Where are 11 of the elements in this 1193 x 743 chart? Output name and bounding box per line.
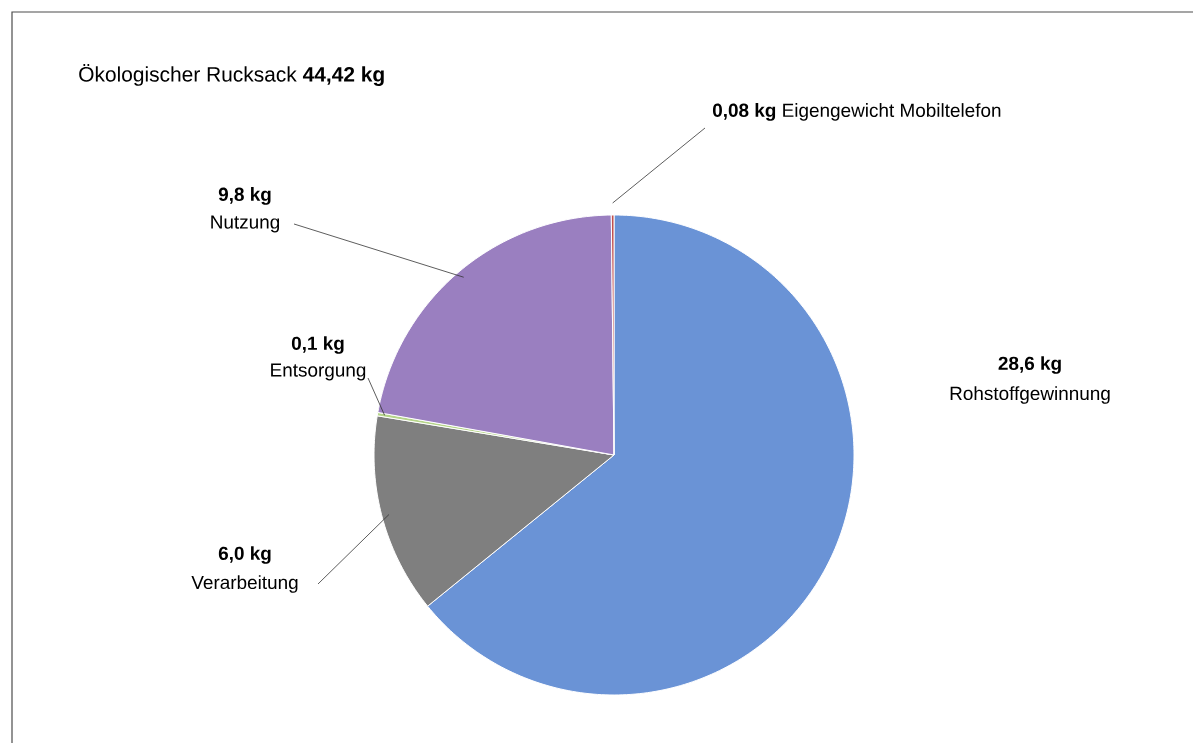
data-label: 0,1 kg [291, 336, 344, 354]
data-label: 28,6 kg [998, 356, 1061, 374]
slice-label: Verarbeitung [191, 575, 298, 593]
slice-label: Entsorgung [271, 363, 366, 381]
data-label: 0,08 kg [712, 103, 776, 121]
data-label: 6,0 kg [218, 546, 271, 564]
slice-label: Eigengewicht Mobiltelefon [783, 103, 1001, 121]
slice-label: Nutzung [211, 215, 280, 233]
data-label: 9,8 kg [218, 187, 271, 205]
slice-label: Rohstoffgewinnung [950, 386, 1110, 404]
chart-title: Ökologischer Rucksack 44,42 kg [79, 64, 384, 86]
